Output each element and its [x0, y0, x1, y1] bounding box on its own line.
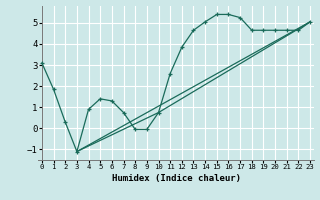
X-axis label: Humidex (Indice chaleur): Humidex (Indice chaleur)	[111, 174, 241, 183]
